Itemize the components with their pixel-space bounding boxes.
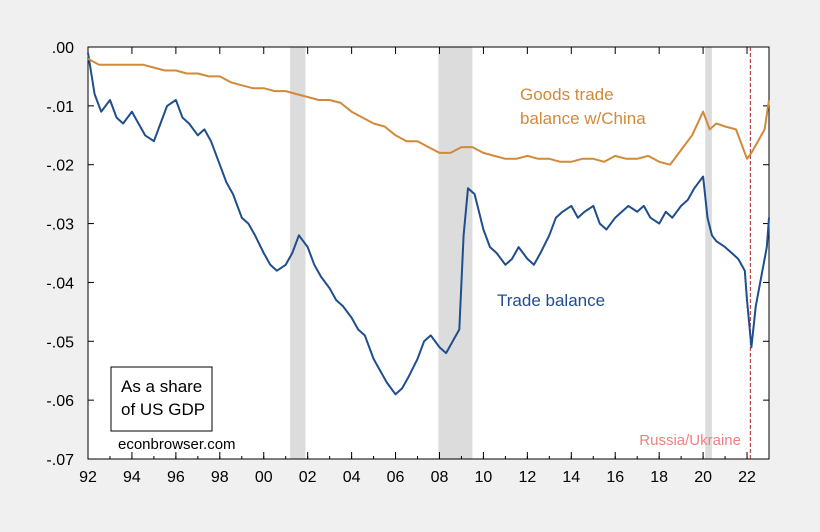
recession-band-1	[438, 47, 473, 459]
x-tick-label: 20	[694, 469, 712, 486]
x-tick-label: 02	[299, 469, 317, 486]
annotation-box	[110, 366, 213, 432]
x-axis-tick-labels: 92 94 96 98 00 02 04 06 08 10 12 14 16 18 20 22	[79, 469, 756, 486]
y-tick-label: -.04	[46, 275, 74, 292]
y-tick-label: -.06	[46, 393, 74, 410]
y-tick-label: -.03	[46, 217, 74, 234]
x-tick-label: 04	[343, 469, 361, 486]
series-lines	[87, 52, 770, 396]
recession-band-0	[290, 47, 306, 459]
event-label: Russia/Ukraine	[639, 432, 741, 449]
y-tick-label: -.07	[46, 452, 74, 469]
x-tick-label: 08	[431, 469, 449, 486]
x-tick-label: 98	[211, 469, 229, 486]
recession-band-2	[705, 47, 712, 459]
x-tick-label: 22	[738, 469, 756, 486]
trade-balance-line	[87, 52, 770, 396]
x-tick-label: 06	[387, 469, 405, 486]
legend-label-trade-balance: Trade balance	[497, 291, 605, 310]
y-tick-label: -.01	[46, 99, 74, 116]
y-tick-label: .00	[52, 40, 74, 57]
x-tick-label: 92	[79, 469, 97, 486]
x-tick-label: 00	[255, 469, 273, 486]
x-tick-label: 18	[650, 469, 668, 486]
x-tick-label: 10	[475, 469, 493, 486]
x-tick-label: 14	[562, 469, 580, 486]
x-tick-label: 12	[518, 469, 536, 486]
x-tick-label: 96	[167, 469, 185, 486]
y-tick-label: -.05	[46, 334, 74, 351]
annotation-line1: As a share	[121, 377, 202, 396]
china-goods-trade-line	[87, 57, 770, 166]
x-tick-label: 94	[123, 469, 141, 486]
axis-ticks	[87, 46, 770, 460]
recession-shading	[290, 47, 712, 459]
legend-label-china-line1: Goods trade	[520, 85, 614, 104]
x-tick-label: 16	[606, 469, 624, 486]
watermark: econbrowser.com	[118, 436, 236, 453]
legend-label-china-line2: balance w/China	[520, 109, 646, 128]
annotation-line2: of US GDP	[121, 400, 205, 419]
y-tick-label: -.02	[46, 158, 74, 175]
y-axis-tick-labels: .00 -.01 -.02 -.03 -.04 -.05 -.06 -.07	[46, 40, 74, 469]
